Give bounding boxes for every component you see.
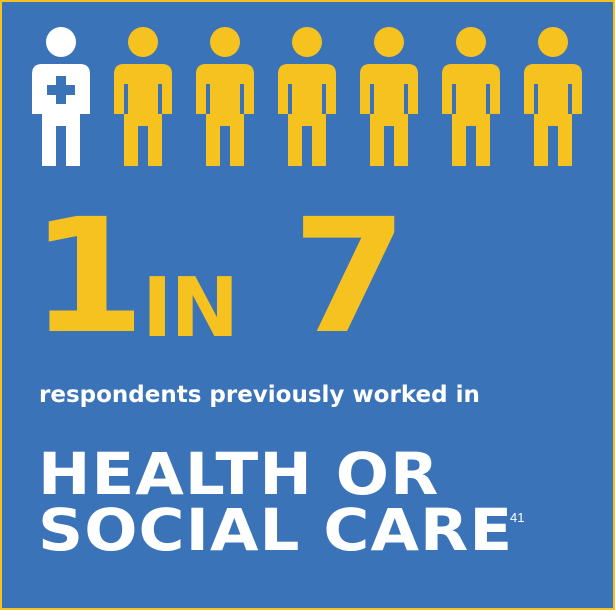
person-icon [358,26,420,171]
pictogram-row [30,26,590,174]
person-icon [276,26,338,171]
headline-line-1: HEALTH OR [38,440,440,508]
ratio-denominator: 7 [292,185,408,369]
headline-line-2: SOCIAL CARE [38,496,514,564]
headline: HEALTH OR SOCIAL CARE [38,440,514,564]
subtitle: respondents previously worked in [39,382,480,408]
footnote-reference: 41 [510,510,525,525]
person-icon [194,26,256,171]
person-icon [112,26,174,171]
person-icon [440,26,502,171]
health-worker-icon [30,26,92,171]
ratio-connector: IN [142,261,239,356]
person-icon [522,26,584,171]
ratio-numerator: 1 [30,185,145,369]
